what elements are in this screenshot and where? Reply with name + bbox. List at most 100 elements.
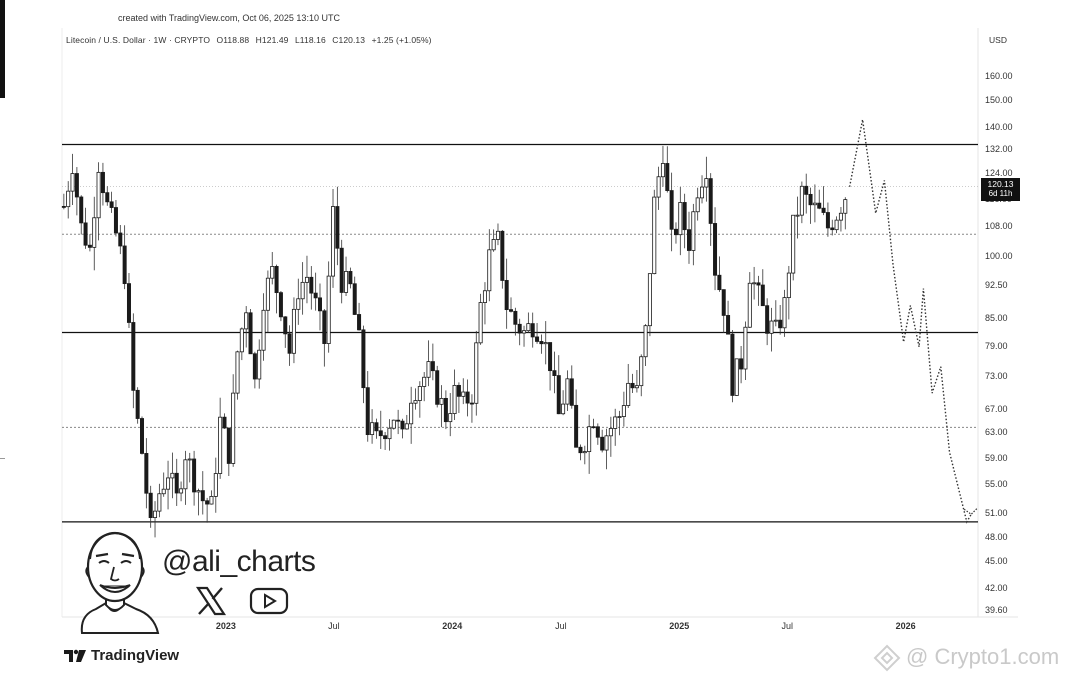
candle-body xyxy=(808,193,813,206)
candle-body xyxy=(365,387,370,436)
candle-body xyxy=(83,222,88,246)
candle-body xyxy=(595,426,600,438)
candle-body xyxy=(179,488,184,494)
candle-body xyxy=(734,358,739,396)
candle-body xyxy=(626,382,631,406)
left-edge-bar xyxy=(0,0,5,98)
candle-body xyxy=(669,190,674,230)
time-tick-label: 2026 xyxy=(895,621,916,631)
price-tick-label: 124.00 xyxy=(985,168,1013,179)
candle-body xyxy=(430,361,435,372)
candle-body xyxy=(474,342,479,404)
candle-body xyxy=(374,422,379,432)
candle-body xyxy=(704,178,709,188)
price-tick-label: 51.00 xyxy=(985,508,1008,519)
candle-body xyxy=(700,186,705,199)
candle-body xyxy=(652,196,657,275)
candle-body xyxy=(153,510,158,519)
candle-body xyxy=(291,308,296,354)
candle-body xyxy=(274,266,279,294)
candle-body xyxy=(87,244,92,248)
price-tick-label: 63.00 xyxy=(985,427,1008,438)
candle-body xyxy=(495,230,500,240)
candle-body xyxy=(144,453,149,494)
price-tick-label: 42.00 xyxy=(985,582,1008,593)
candle-body xyxy=(799,185,804,216)
candle-body xyxy=(296,298,301,310)
candle-body xyxy=(422,376,427,387)
candle-body xyxy=(825,212,830,229)
candle-body xyxy=(226,427,231,464)
candle-body xyxy=(769,320,774,334)
candle-body xyxy=(200,490,205,502)
currency-label: USD xyxy=(989,35,1007,45)
candle-body xyxy=(760,284,765,307)
candle-body xyxy=(118,232,123,247)
candle-body xyxy=(569,378,574,406)
price-tick-label: 108.00 xyxy=(985,221,1013,232)
candle-body xyxy=(170,472,175,479)
candle-body xyxy=(252,353,257,380)
candle-body xyxy=(574,404,579,448)
last-price-marker: 120.13 6d 11h xyxy=(981,178,1020,201)
candle-body xyxy=(404,423,409,430)
candle-body xyxy=(448,413,453,423)
candle-body xyxy=(322,310,327,344)
price-tick-label: 79.00 xyxy=(985,340,1008,351)
candle-body xyxy=(74,173,79,198)
candle-body xyxy=(743,326,748,370)
candle-body xyxy=(517,323,522,334)
candle-body xyxy=(209,495,214,505)
candle-body xyxy=(61,206,66,208)
ohlc-low: L118.16 xyxy=(294,35,326,45)
candle-body xyxy=(283,316,288,335)
candle-body xyxy=(187,458,192,461)
candle-body xyxy=(804,185,809,195)
time-tick-label: Jul xyxy=(555,621,567,631)
candle-body xyxy=(309,276,314,294)
price-tick-label: 59.00 xyxy=(985,452,1008,463)
candle-body xyxy=(378,430,383,437)
candle-body xyxy=(509,309,514,312)
candle-body xyxy=(548,342,553,372)
candle-body xyxy=(600,436,605,451)
price-tick-label: 48.00 xyxy=(985,531,1008,542)
candle-body xyxy=(344,271,349,293)
candle-body xyxy=(352,283,357,315)
candle-body xyxy=(452,384,457,414)
ohlc-open: O118.88 xyxy=(216,35,250,45)
candle-body xyxy=(357,314,362,331)
candle-body xyxy=(417,386,422,401)
candle-body xyxy=(812,202,817,206)
candle-body xyxy=(370,422,375,436)
candle-body xyxy=(270,266,275,279)
candle-body xyxy=(278,292,283,318)
candle-body xyxy=(552,370,557,376)
candle-body xyxy=(656,176,661,198)
candle-body xyxy=(218,416,223,474)
candle-body xyxy=(70,173,75,192)
candle-body xyxy=(248,312,253,355)
candle-body xyxy=(387,427,392,440)
candle-body xyxy=(113,207,118,234)
candle-body xyxy=(235,351,240,394)
candle-body xyxy=(504,280,509,311)
candle-body xyxy=(213,473,218,497)
price-tick-label: 132.00 xyxy=(985,144,1013,155)
candle-body xyxy=(561,403,566,415)
candle-body xyxy=(639,356,644,387)
price-tick-label: 140.00 xyxy=(985,121,1013,132)
ohlc-high: H121.49 xyxy=(255,35,289,45)
price-tick-label: 45.00 xyxy=(985,556,1008,567)
candle-body xyxy=(361,329,366,389)
candle-body xyxy=(500,230,505,281)
candle-body xyxy=(469,402,474,405)
candle-body xyxy=(591,426,596,429)
candle-body xyxy=(621,405,626,417)
candle-body xyxy=(721,289,726,316)
price-tick-label: 55.00 xyxy=(985,479,1008,490)
candle-body xyxy=(747,282,752,328)
candle-body xyxy=(400,420,405,430)
candle-body xyxy=(109,201,114,208)
